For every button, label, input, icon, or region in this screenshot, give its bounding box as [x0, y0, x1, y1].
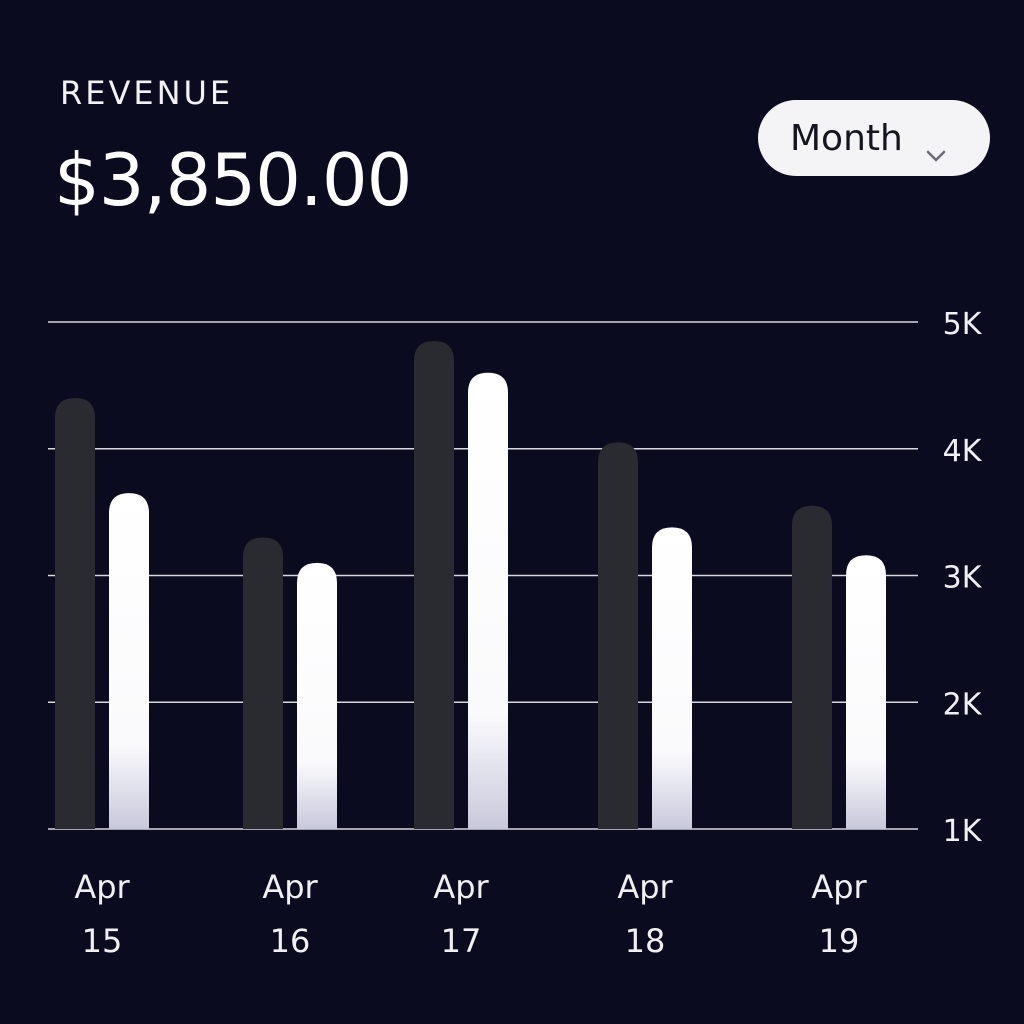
x-tick-label: 17	[441, 922, 482, 960]
bar-dark	[598, 442, 638, 829]
x-tick-label: 15	[82, 922, 123, 960]
x-tick-label: Apr	[262, 868, 318, 906]
bar-dark	[792, 505, 832, 829]
period-select[interactable]: Month	[758, 100, 990, 176]
x-tick-label: Apr	[433, 868, 489, 906]
y-tick-label: 4K	[943, 434, 983, 469]
bar-dark	[55, 398, 95, 829]
x-tick-label: 19	[819, 922, 860, 960]
period-select-value: Month	[790, 117, 903, 159]
bar-light	[652, 527, 692, 829]
bar-dark	[243, 537, 283, 829]
y-tick-label: 3K	[943, 561, 983, 596]
revenue-label: REVENUE	[60, 74, 234, 112]
x-tick-label: Apr	[74, 868, 130, 906]
bar-light	[297, 562, 337, 829]
bar-dark	[414, 341, 454, 829]
x-tick-label: 16	[270, 922, 311, 960]
x-tick-label: Apr	[811, 868, 867, 906]
x-tick-label: 18	[625, 922, 666, 960]
chevron-down-icon	[925, 131, 947, 162]
y-tick-label: 5K	[943, 307, 983, 342]
bar-light	[468, 372, 508, 829]
x-tick-label: Apr	[617, 868, 673, 906]
y-tick-label: 1K	[943, 814, 983, 849]
bar-light	[846, 555, 886, 829]
y-tick-label: 2K	[943, 687, 983, 722]
bar-light	[109, 493, 149, 829]
revenue-amount: $3,850.00	[54, 138, 412, 222]
